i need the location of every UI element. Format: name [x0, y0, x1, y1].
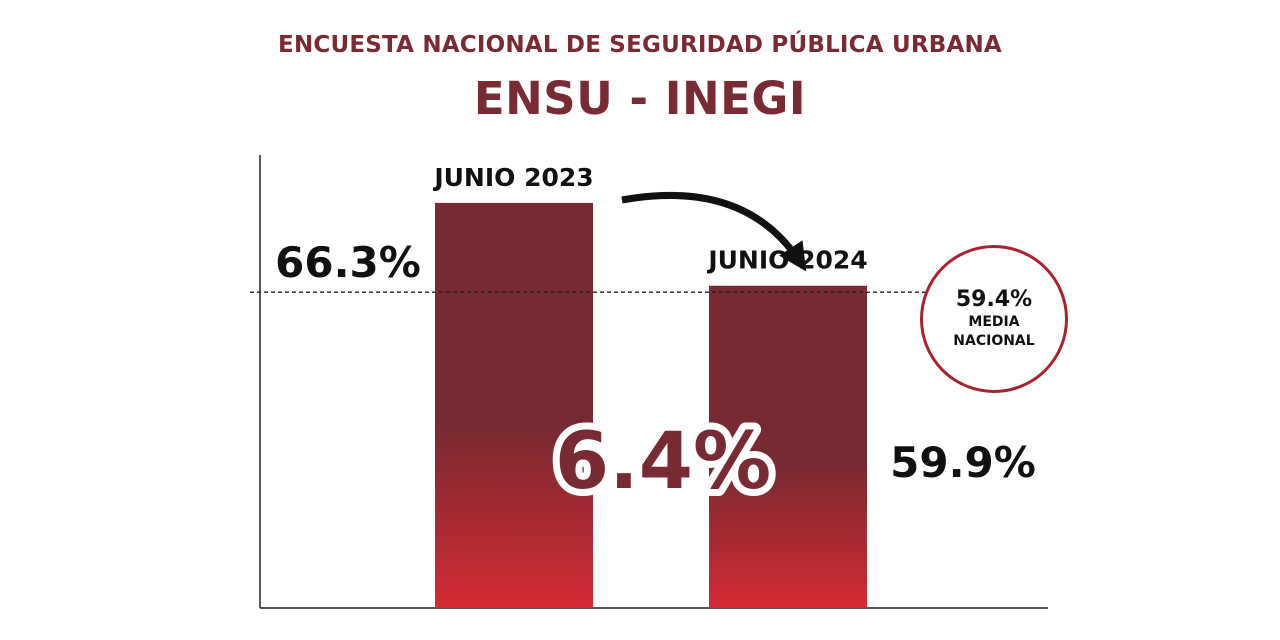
value-label-2024: 59.9%	[890, 438, 1036, 487]
chart-title: ENCUESTA NACIONAL DE SEGURIDAD PÚBLICA U…	[278, 32, 1002, 58]
category-label: JUNIO 2024	[706, 246, 867, 275]
national-average-value: 59.4%	[955, 287, 1033, 312]
national-average-label-line2: NACIONAL	[953, 333, 1035, 349]
bar-junio-2024	[709, 285, 867, 608]
trend-arrow	[621, 191, 807, 272]
chart-subtitle: ENSU - INEGI	[473, 72, 807, 125]
value-label-2023: 66.3%	[275, 238, 421, 287]
bar-junio-2023	[435, 202, 593, 609]
difference-label: 6.4%	[555, 417, 771, 507]
national-average-label-line1: MEDIA	[968, 314, 1020, 330]
national-average-badge: 59.4% MEDIA NACIONAL	[920, 245, 1068, 393]
category-label: JUNIO 2023	[432, 163, 593, 192]
